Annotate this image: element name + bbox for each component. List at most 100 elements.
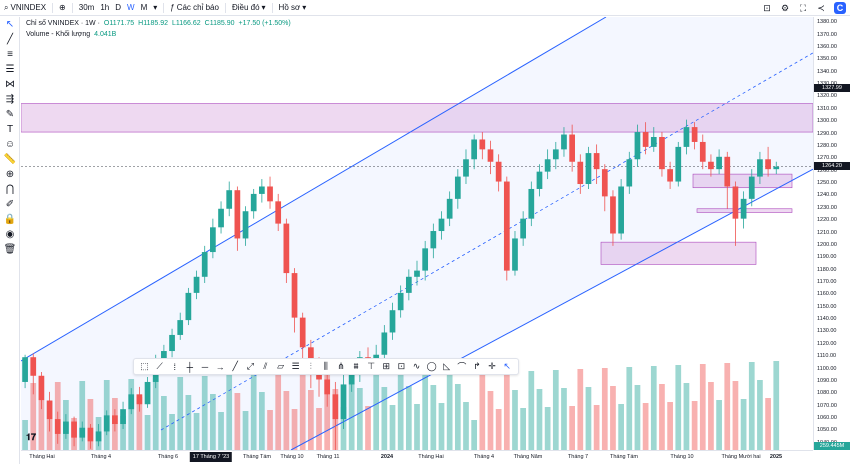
alert-button[interactable]: Điều đó ▾ [231,3,266,12]
gear-icon[interactable]: ⚙ [780,3,790,13]
pencil-lock-icon[interactable]: ✐ [5,199,15,210]
divider [71,2,73,13]
price-tick-label: 1190.00 [817,254,837,261]
ruler-icon[interactable]: 📏 [3,154,17,165]
candle-body [708,161,714,170]
candle-body [63,421,69,434]
fib-icon[interactable]: ☰ [5,64,15,75]
regression-icon[interactable]: ⩩ [353,361,359,371]
cursor-icon[interactable]: ↖ [503,361,511,371]
forecast-icon[interactable]: ⇶ [5,94,15,105]
volume-bar [503,372,510,450]
candle-body [46,400,53,420]
volume-bar [22,420,28,450]
gann-icon[interactable]: ⫼ [323,361,328,371]
interval-30m[interactable]: 30m [78,3,95,12]
compare-button[interactable]: ⊕ [59,3,66,12]
interval-W[interactable]: W [127,3,135,12]
time-tick-label: Tháng Tám [242,454,272,460]
cross-icon[interactable]: ✛ [488,361,496,371]
eye-icon[interactable]: ◉ [5,229,15,240]
fib-retracement-icon[interactable]: ☰ [291,361,300,371]
parallel-channel-icon[interactable]: ▱ [277,361,284,371]
volume-bar [446,366,453,450]
trend-line-icon[interactable]: ╱ [6,34,14,45]
triangle-icon[interactable]: ◺ [443,361,451,371]
trash-icon[interactable]: 🗑 [3,244,17,255]
extended-line-icon[interactable]: ⤢ [246,361,254,371]
volume-bar [177,377,184,450]
volume-bar [773,361,780,450]
channel-lower-line [290,168,813,450]
candlestick-chart[interactable] [21,17,813,450]
lock-icon[interactable]: 🔒 [3,214,17,225]
emoji-icon[interactable]: ☺ [4,139,16,150]
channel-icon[interactable]: ⫽ [263,361,268,371]
text-icon[interactable]: T [6,124,14,135]
candle-body [177,320,184,335]
candle-body [487,149,494,162]
magnet-icon[interactable]: ⋂ [5,184,15,195]
legend-close: C1185.90 [204,20,235,27]
interval-1h[interactable]: 1h [100,3,110,12]
volume-bar [708,382,714,450]
zoom-icon[interactable]: ⊕ [5,169,15,180]
channel-upper-line [21,17,607,362]
brush-icon[interactable]: ✎ [5,109,15,120]
interval-dropdown[interactable]: ▾ [153,3,157,12]
price-axis[interactable]: 1380.001370.001360.001350.001340.001330.… [813,17,850,450]
date-range-icon[interactable]: ⊞ [382,361,391,371]
volume-bar [242,411,249,450]
volume-bar [291,409,298,450]
volume-bar [438,403,445,450]
horizontal-ray-icon[interactable]: → [215,361,225,372]
parallel-channel-icon[interactable]: ≡ [7,49,13,60]
volume-bar [593,405,600,450]
time-axis[interactable]: Tháng Hai Tháng 4 Tháng 6 Tháng Tám Tháng 10… [21,450,813,464]
candle-body [626,159,633,187]
share-icon[interactable]: ≺ [817,3,825,13]
interval-M[interactable]: M [140,3,148,12]
trend-line-icon[interactable]: ╱ [232,361,238,371]
price-range-icon[interactable]: ⊡ [397,361,406,371]
pitchfork-icon[interactable]: ⋔ [337,361,345,371]
candle-body [193,276,200,293]
price-tick-label: 1150.00 [817,303,837,310]
horizontal-line-icon[interactable]: ─ [201,361,209,372]
circle-icon[interactable]: ◯ [426,361,437,371]
legend-low: L1166.62 [171,20,201,27]
volume-bar [128,379,135,450]
top-toolbar: ⌕ VNINDEX ⊕ 30m 1h D W M ▾ ƒ Các chỉ báo… [0,0,850,16]
profile-button[interactable]: Hồ sơ ▾ [278,3,307,12]
volume-bar [487,391,494,450]
candle-body [414,270,420,277]
cursor-icon[interactable]: ↖ [5,19,15,30]
vertical-line-icon[interactable]: ⁞ [173,361,177,372]
volume-bar [691,401,698,450]
arrow-icon[interactable]: ↱ [473,361,481,371]
chart-canvas[interactable] [21,17,813,450]
select-rect-icon[interactable]: ⬚ [140,361,149,371]
arc-icon[interactable]: ⌒ [457,362,467,372]
ruler-icon[interactable]: ⟋ [156,361,163,371]
volume-bar [201,376,208,450]
indicators-button[interactable]: ƒ Các chỉ báo [170,3,219,12]
volume-bar [659,384,665,450]
volume-bar [520,408,527,450]
symbol-search[interactable]: ⌕ VNINDEX [4,3,46,13]
volume-bar [348,370,355,450]
candle-body [169,334,175,352]
price-tick-label: 1080.00 [817,390,837,397]
wave-icon[interactable]: ∿ [412,361,421,371]
long-position-icon[interactable]: ⊤ [367,361,376,371]
snapshot-icon[interactable]: ⊡ [763,3,771,13]
fib-extension-icon[interactable]: ⫶ [309,361,312,371]
pattern-icon[interactable]: ⋈ [5,79,15,90]
volume-bar [618,404,624,450]
candle-body [536,171,543,189]
crosshair-icon[interactable]: ┼ [186,361,194,372]
fullscreen-icon[interactable]: ⛶ [799,3,807,13]
interval-D[interactable]: D [115,3,121,12]
candle-body [120,409,126,425]
candle-body [577,161,584,185]
